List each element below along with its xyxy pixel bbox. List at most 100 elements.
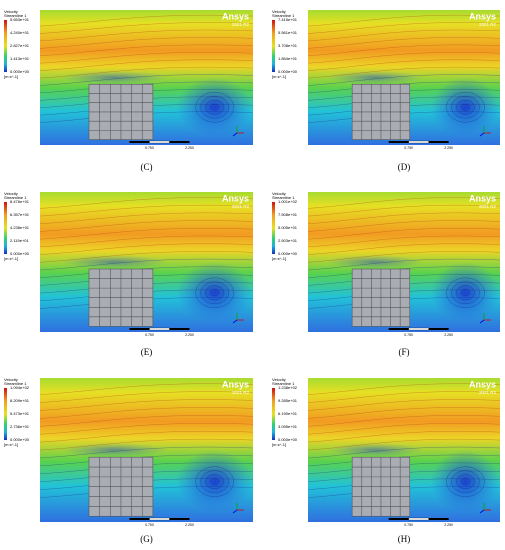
streamline	[307, 204, 501, 217]
vortex	[327, 70, 424, 85]
streamline	[39, 383, 254, 395]
streamline	[39, 243, 254, 255]
streamline	[461, 103, 470, 111]
streamline	[451, 281, 480, 304]
streamline	[307, 44, 501, 56]
scale-bar	[169, 518, 190, 520]
vortex	[61, 255, 168, 269]
legend-unit: [m s^-1]	[4, 256, 18, 261]
streamline	[205, 474, 224, 489]
version: 2021 R2	[479, 390, 497, 395]
streamline	[39, 446, 254, 459]
panel-label: (G)	[140, 534, 153, 544]
streamline	[307, 22, 501, 34]
streamline	[210, 289, 219, 296]
legend-unit: [m s^-1]	[4, 74, 18, 79]
scale-bar	[169, 328, 190, 330]
streamline	[205, 99, 224, 115]
color-bar	[4, 20, 7, 72]
legend-title: Streamline 1	[4, 195, 27, 200]
streamline	[39, 204, 254, 217]
scale-label: 2.250	[444, 523, 453, 527]
scale-bar	[149, 327, 170, 331]
scale-label: 2.250	[185, 523, 194, 527]
legend-tick-label: 4.238e+01	[10, 225, 30, 230]
legend-tick-label: 0.000e+00	[278, 437, 298, 442]
streamline	[307, 399, 501, 411]
legend-tick-label: 7.415e+01	[278, 17, 298, 22]
streamline	[307, 235, 501, 248]
streamline	[39, 197, 254, 209]
streamline	[195, 466, 234, 497]
vortex	[176, 450, 253, 514]
axis-triad	[232, 132, 238, 137]
brand: Ansys	[222, 193, 249, 203]
color-bar	[4, 202, 7, 254]
streamline	[307, 29, 501, 42]
panel-label: (F)	[399, 347, 410, 357]
color-bar	[272, 388, 275, 440]
panel-label: (H)	[398, 534, 411, 544]
streamline	[307, 438, 501, 451]
scale-bar	[408, 140, 429, 144]
streamline	[461, 478, 470, 485]
scale-label: 0.750	[145, 146, 154, 150]
legend-tick-label: 0.000e+00	[10, 437, 30, 442]
streamline	[307, 415, 501, 427]
legend-tick-label: 3.095e+01	[278, 424, 298, 429]
streamline	[307, 220, 501, 232]
scale-bar	[129, 518, 150, 520]
vortex	[61, 70, 168, 85]
vortex	[430, 77, 500, 137]
scale-label: 2.250	[185, 333, 194, 337]
streamline	[307, 37, 501, 49]
legend-tick-label: 5.005e+01	[278, 225, 298, 230]
legend-unit: [m s^-1]	[4, 442, 18, 447]
streamline	[39, 431, 254, 443]
legend-tick-label: 7.508e+01	[278, 212, 298, 217]
panel-label: (C)	[141, 162, 153, 172]
scale-bar	[149, 140, 170, 144]
vortex	[327, 255, 424, 269]
legend-unit: [m s^-1]	[272, 256, 286, 261]
streamline	[200, 95, 229, 119]
streamline	[307, 59, 501, 71]
scale-label: 2.250	[444, 146, 453, 150]
streamline	[39, 391, 254, 403]
color-bar	[4, 388, 7, 440]
color-bar	[272, 202, 275, 254]
streamline	[39, 52, 254, 64]
vortex	[430, 450, 500, 514]
legend-tick-label: 1.094e+02	[10, 385, 30, 390]
scale-label: 2.250	[185, 146, 194, 150]
legend-tick-label: 5.473e+01	[10, 411, 30, 416]
scale-bar	[169, 141, 190, 143]
streamline	[307, 423, 501, 435]
legend-tick-label: 2.736e+01	[10, 424, 30, 429]
legend-tick-label: 2.503e+01	[278, 238, 298, 243]
streamline	[39, 258, 254, 271]
legend-title: Velocity	[272, 377, 286, 382]
axis-triad	[479, 509, 485, 514]
streamline	[307, 52, 501, 64]
legend-tick-label: 6.190e+01	[278, 411, 298, 416]
axis-triad	[232, 509, 238, 514]
streamline	[461, 289, 470, 296]
streamline	[451, 95, 480, 119]
color-bar	[272, 20, 275, 72]
scale-bar	[428, 518, 449, 520]
scale-label: 0.750	[404, 333, 413, 337]
vortex	[430, 262, 500, 324]
version: 2021 R2	[232, 390, 250, 395]
legend-tick-label: 5.653e+01	[10, 17, 30, 22]
scale-bar	[388, 328, 409, 330]
legend-title: Velocity	[4, 377, 18, 382]
brand: Ansys	[222, 379, 249, 389]
streamline	[456, 474, 475, 489]
version: 2021 R2	[232, 204, 250, 209]
legend-tick-label: 9.285e+01	[278, 398, 298, 403]
